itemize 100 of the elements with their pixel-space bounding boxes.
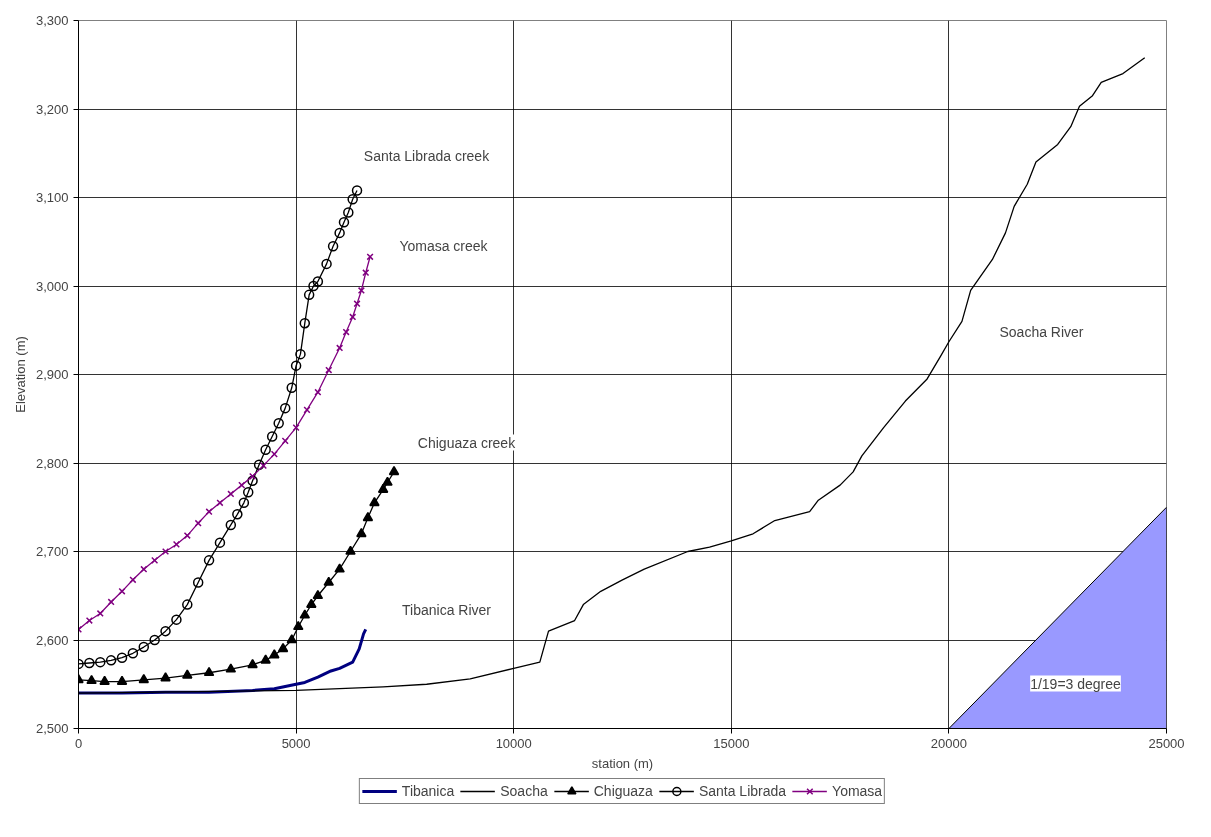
point (286, 634, 297, 644)
point (334, 227, 345, 239)
point (388, 465, 400, 476)
point (161, 547, 170, 556)
y-tick-label: 2,500 (35, 721, 69, 736)
legend-label: Chiguaza (593, 783, 653, 799)
point (247, 658, 258, 669)
point (279, 402, 291, 414)
point (203, 666, 215, 677)
point (84, 657, 95, 669)
point (308, 280, 319, 292)
point (362, 269, 370, 277)
point (306, 598, 317, 608)
point (107, 598, 115, 606)
point (357, 286, 365, 294)
point (334, 563, 345, 573)
legend-label: Santa Librada (698, 783, 787, 799)
point (299, 317, 311, 329)
point (369, 496, 380, 507)
x-tick-label: 0 (74, 735, 83, 751)
point (345, 545, 356, 555)
point (260, 444, 271, 455)
point (214, 537, 226, 548)
point (151, 556, 159, 564)
x-tick-label: 10000 (495, 735, 532, 751)
point (203, 555, 215, 566)
point (172, 540, 180, 548)
point (238, 497, 250, 509)
annotation: Soacha River (999, 323, 1084, 340)
point (312, 589, 324, 600)
point (194, 519, 202, 527)
point (343, 207, 354, 218)
point (362, 511, 374, 522)
y-axis-title: Elevation (m) (12, 336, 28, 413)
point (290, 360, 302, 371)
y-tick-label: 2,600 (35, 632, 69, 648)
point (293, 620, 304, 631)
point (266, 431, 278, 442)
point (138, 641, 150, 653)
point (99, 675, 110, 685)
point (182, 669, 193, 679)
point (105, 655, 117, 666)
point (299, 609, 311, 619)
point (382, 476, 393, 486)
point (160, 672, 171, 682)
point (312, 276, 324, 287)
point (86, 674, 97, 685)
point (242, 486, 254, 498)
point (192, 577, 204, 588)
legend-label: Soacha (500, 783, 548, 799)
point (347, 194, 358, 205)
y-tick-label: 2,700 (35, 544, 69, 559)
x-tick-label: 25000 (1148, 735, 1185, 751)
point (232, 509, 243, 520)
point (273, 417, 284, 429)
point (182, 599, 193, 610)
legend-label: Yomasa (832, 783, 883, 799)
point (253, 459, 265, 471)
y-tick-label: 3,000 (35, 278, 69, 294)
x-tick-label: 15000 (713, 735, 750, 751)
point (138, 673, 150, 684)
point (95, 656, 106, 668)
y-tick-label: 2,900 (35, 367, 69, 382)
point (321, 258, 332, 270)
y-tick-label: 3,100 (35, 190, 69, 205)
point (140, 565, 148, 573)
point (260, 654, 271, 664)
point (338, 217, 350, 228)
point (225, 519, 237, 531)
x-axis-title: station (m) (591, 755, 654, 771)
annotation: Yomasa creek (399, 237, 489, 254)
x-tick-label: 20000 (930, 735, 967, 751)
point (303, 289, 315, 301)
annotation: Chiguaza creek (417, 434, 517, 451)
point (149, 634, 160, 646)
y-tick-label: 3,300 (35, 13, 69, 28)
annotation: 1/19=3 degree (1030, 675, 1122, 692)
point (277, 642, 289, 653)
point (116, 675, 128, 685)
point (327, 240, 339, 252)
y-tick-label: 3,200 (35, 101, 69, 117)
point (286, 382, 297, 394)
point (127, 648, 139, 659)
legend-label: Tibanica (401, 783, 455, 799)
point (160, 625, 171, 637)
y-tick-label: 2,800 (35, 455, 69, 471)
point (314, 388, 322, 396)
point (351, 185, 363, 196)
point (269, 649, 280, 659)
annotation: Tibanica River (402, 601, 492, 618)
point (225, 663, 237, 673)
point (171, 614, 182, 625)
x-tick-label: 5000 (281, 735, 311, 751)
point (247, 475, 258, 486)
annotation: Santa Librada creek (363, 147, 491, 164)
point (377, 483, 389, 493)
point (116, 652, 128, 663)
point (323, 576, 334, 586)
point (356, 527, 367, 538)
point (295, 348, 306, 360)
